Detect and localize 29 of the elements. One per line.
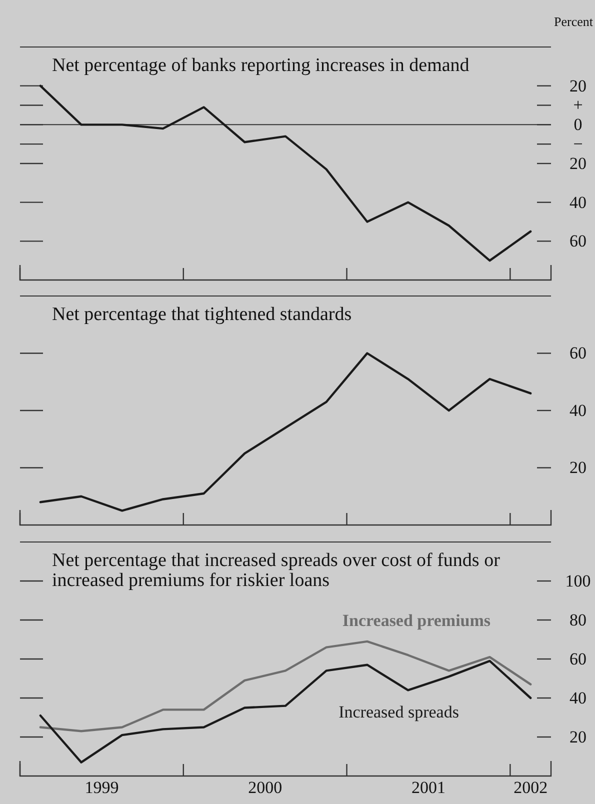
x-tick-label: 2000 xyxy=(248,778,282,798)
series-label: Increased premiums xyxy=(342,611,491,630)
y-tick-label: 20 xyxy=(570,154,586,173)
y-tick-label: 20 xyxy=(570,76,586,96)
y-tick-label: 60 xyxy=(570,232,586,251)
y-tick-label: 40 xyxy=(570,400,586,420)
line-series xyxy=(39,660,532,764)
line-series xyxy=(39,84,532,262)
x-tick-label: 2002 xyxy=(514,778,548,798)
y-tick-label: − xyxy=(573,134,583,154)
y-tick-label: 60 xyxy=(570,649,586,668)
y-tick-label: 40 xyxy=(570,192,586,212)
text: Net percentage that increased spreads over cost of funds or increased premiums for riskier loans xyxy=(52,550,501,591)
x-tick-label: 1999 xyxy=(84,778,119,798)
chart-title: Net percentage that tightened standards xyxy=(52,304,352,325)
line-series xyxy=(39,640,532,732)
series-label: Increased spreads xyxy=(338,702,459,722)
chart-title: Net percentage of banks reporting increases in demand xyxy=(52,55,470,76)
y-tick-label: 20 xyxy=(570,458,586,478)
y-tick-label: 40 xyxy=(570,688,586,708)
y-tick-label: 0 xyxy=(574,115,582,134)
y-axis-title: Percent xyxy=(554,14,594,29)
y-tick-label: + xyxy=(573,96,583,115)
y-tick-label: 80 xyxy=(570,610,586,630)
x-tick-label: 2001 xyxy=(411,778,446,798)
y-tick-label: 20 xyxy=(570,727,586,746)
y-tick-label: 60 xyxy=(570,344,586,363)
y-tick-label: 100 xyxy=(565,571,591,590)
line-series xyxy=(39,352,532,512)
